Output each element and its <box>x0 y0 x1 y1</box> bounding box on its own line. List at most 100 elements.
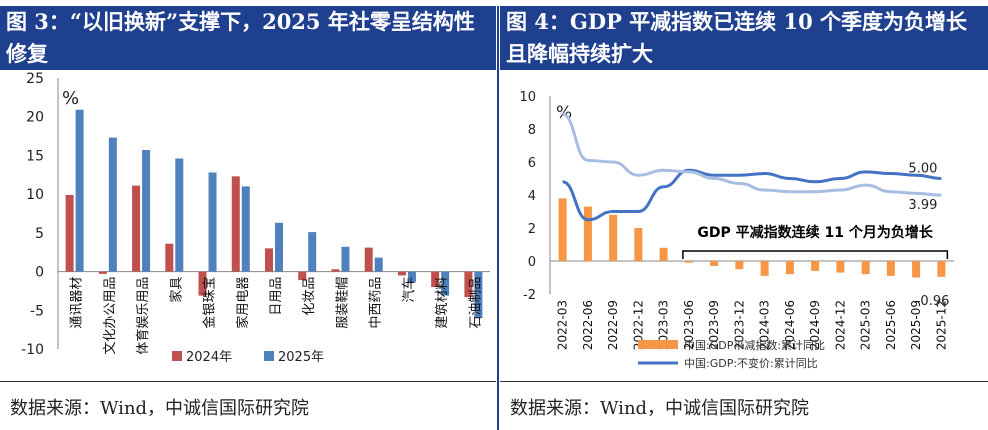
y-tick-label: 10 <box>519 90 536 105</box>
x-category-label: 汽车 <box>401 277 417 303</box>
bar-2024 <box>464 271 473 298</box>
legend-label: 中国:GDP平减指数:累计同比 <box>684 338 825 352</box>
bar-2025 <box>75 109 84 272</box>
x-category-label: 2024-06 <box>783 300 797 350</box>
bar-2025 <box>175 158 184 272</box>
x-category-label: 2024-03 <box>758 300 772 350</box>
y-tick-label: 6 <box>528 156 536 171</box>
bar-2025 <box>108 137 117 272</box>
x-category-label: 2025-09 <box>909 300 923 350</box>
x-category-label: 家用电器 <box>235 277 251 329</box>
x-category-label: 2023-06 <box>682 300 696 350</box>
legend-swatch <box>172 351 182 361</box>
x-category-label: 体育娱乐用品 <box>135 277 151 355</box>
legend-label: 2025年 <box>278 350 324 365</box>
left-bar-chart: -10 -5 0 5 10 15 20 25% 通讯器材 文化办公用品 体育娱乐用品 家具 金银珠宝 家用… <box>21 72 490 365</box>
left-source: 数据来源：Wind，中诚信国际研究院 <box>10 398 310 419</box>
x-category-label: 通讯器材 <box>70 277 85 329</box>
y-tick-label: 0 <box>35 265 44 281</box>
bar-2025 <box>341 246 350 272</box>
x-category-label: 金银珠宝 <box>202 277 218 329</box>
deflator-bar <box>659 247 668 261</box>
bar-2024 <box>231 176 240 272</box>
gdp-real-growth-line <box>562 168 942 222</box>
left-divider <box>0 381 496 382</box>
x-category-label: 石油制品 <box>468 277 483 329</box>
x-category-label: 2022-06 <box>581 300 595 350</box>
secondary-growth-line <box>562 112 942 197</box>
right-divider <box>500 381 988 382</box>
deflator-bar <box>811 261 820 271</box>
legend-label: 中国:GDP:不变价:累计同比 <box>684 356 818 370</box>
bar-2024 <box>198 271 207 296</box>
deflator-bar <box>558 198 567 261</box>
y-tick-label: -10 <box>21 342 44 358</box>
deflator-bar <box>785 261 794 275</box>
y-tick-label: -5 <box>30 303 44 319</box>
legend-swatch <box>638 340 678 349</box>
bar-2024 <box>165 243 174 272</box>
bar-2025 <box>241 186 250 272</box>
x-category-label: 日用品 <box>269 277 284 316</box>
x-category-label: 文化办公用品 <box>103 277 118 355</box>
x-category-label: 化妆品 <box>302 277 317 316</box>
y-tick-label: 25 <box>26 72 44 87</box>
x-category-label: 2023-09 <box>707 300 721 350</box>
y-tick-label: 20 <box>26 110 44 126</box>
x-category-label: 2025-03 <box>859 300 873 350</box>
panel-separator <box>497 6 499 430</box>
x-category-label: 2023-03 <box>657 300 671 350</box>
annotation-bracket <box>682 250 949 259</box>
left-panel: 图 3：“以旧换新”支撑下，2025 年社零呈结构性修复 -10 -5 0 5 10 15… <box>0 6 496 419</box>
x-category-label: 2024-09 <box>808 300 822 350</box>
y-tick-label: 15 <box>26 148 44 164</box>
bar-2025 <box>374 257 383 272</box>
deflator-bar <box>634 228 643 261</box>
left-title: 图 3：“以旧换新”支撑下，2025 年社零呈结构性修复 <box>0 6 496 70</box>
x-category-label: 2023-12 <box>732 300 746 350</box>
legend-swatch <box>264 351 274 361</box>
bar-2025 <box>208 172 217 272</box>
x-category-label: 2022-03 <box>556 300 570 350</box>
bar-2024 <box>65 194 74 272</box>
bar-2024 <box>331 269 340 272</box>
x-category-label: 2022-12 <box>631 300 645 350</box>
right-panel: 图 4：GDP 平减指数已连续 10 个季度为负增长且降幅持续扩大 -2 0 2 4 6… <box>500 0 988 430</box>
y-tick-label: 10 <box>26 187 44 203</box>
x-category-label: 家具 <box>168 277 184 303</box>
deflator-bar <box>583 206 592 261</box>
bar-2025 <box>142 150 151 272</box>
y-tick-label: 5 <box>35 226 44 242</box>
deflator-bar <box>912 261 921 278</box>
deflator-bar <box>886 261 895 276</box>
right-source: 数据来源：Wind，中诚信国际研究院 <box>510 398 810 419</box>
bar-2025 <box>275 222 283 272</box>
x-category-label: 2025-12 <box>934 300 948 350</box>
y-tick-label: -2 <box>523 288 536 303</box>
x-category-label: 2025-06 <box>884 300 898 350</box>
x-category-label: 2024-12 <box>833 300 847 350</box>
bar-2024 <box>298 271 307 281</box>
y-tick-label: 0 <box>528 255 536 270</box>
deflator-bar <box>735 261 744 270</box>
deflator-bar <box>760 261 769 276</box>
y-unit-label: % <box>62 88 79 109</box>
bar-2024 <box>397 271 406 276</box>
end-value-label: 3.99 <box>908 198 937 213</box>
x-category-label: 建筑材料 <box>434 277 450 329</box>
bar-2024 <box>364 247 373 272</box>
bar-2025 <box>308 232 317 272</box>
bar-2025 <box>407 271 416 283</box>
x-category-label: 中西药品 <box>369 277 384 329</box>
end-value-label: -0.96 <box>916 294 950 309</box>
deflator-bar <box>937 261 946 277</box>
bar-2024 <box>132 185 141 272</box>
deflator-bar <box>861 261 870 275</box>
x-category-label: 服装鞋帽 <box>334 277 350 329</box>
bar-2025 <box>441 271 450 296</box>
bar-2024 <box>98 271 107 274</box>
y-tick-label: 2 <box>528 222 536 237</box>
end-value-label: 5.00 <box>908 162 937 177</box>
legend-label: 2024年 <box>186 350 232 365</box>
